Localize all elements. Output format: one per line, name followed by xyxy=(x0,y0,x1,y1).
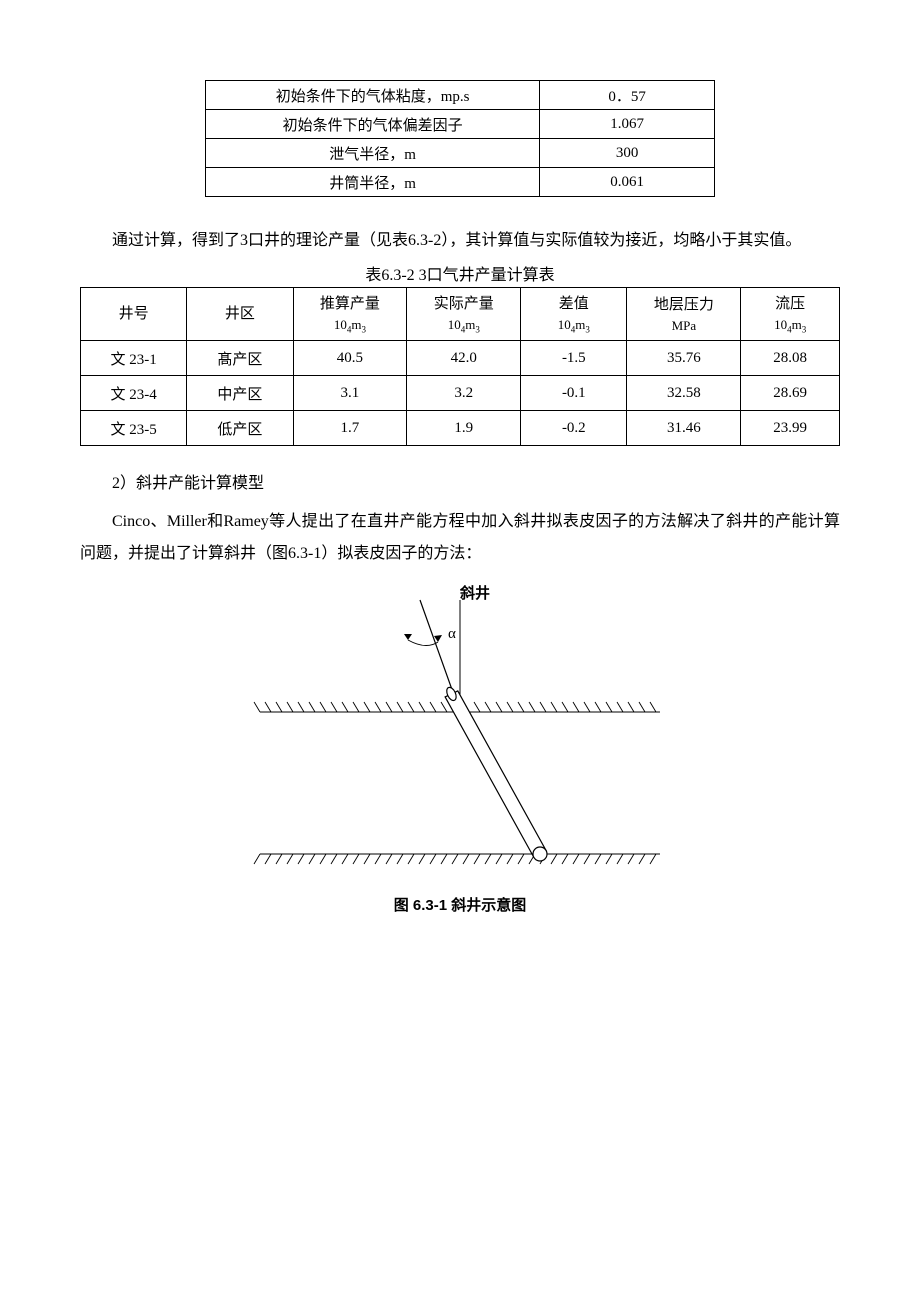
table-row: 文 23-5低产区1.71.9-0.231.4623.99 xyxy=(81,411,840,446)
table-header: 井号 xyxy=(81,288,187,341)
table-header: 地层压力MPa xyxy=(627,288,741,341)
table-row: 文 23-4中产区3.13.2-0.132.5828.69 xyxy=(81,376,840,411)
table-cell: 文 23-4 xyxy=(81,376,187,411)
table-cell: 31.46 xyxy=(627,411,741,446)
table-cell: 35.76 xyxy=(627,341,741,376)
table-632-caption: 表6.3-2 3口气井产量计算表 xyxy=(80,261,840,285)
parameters-table: 初始条件下的气体粘度，mp.s0．57初始条件下的气体偏差因子1.067泄气半径… xyxy=(205,80,715,197)
param-value: 0.061 xyxy=(540,168,715,197)
deviated-well-diagram: 斜井 α xyxy=(200,582,720,892)
table-header: 流压104m3 xyxy=(741,288,840,341)
table-cell: 低产区 xyxy=(187,411,293,446)
param-label: 初始条件下的气体偏差因子 xyxy=(206,110,540,139)
param-row: 初始条件下的气体偏差因子1.067 xyxy=(206,110,715,139)
table-row: 文 23-1髙产区40.542.0-1.535.7628.08 xyxy=(81,341,840,376)
param-value: 0．57 xyxy=(540,81,715,110)
figure-title-label: 斜井 xyxy=(459,584,490,602)
table-header: 推算产量104m3 xyxy=(293,288,407,341)
param-label: 井筒半径，m xyxy=(206,168,540,197)
param-row: 泄气半径，m300 xyxy=(206,139,715,168)
table-cell: 40.5 xyxy=(293,341,407,376)
alpha-label: α xyxy=(448,626,456,642)
table-cell: -0.1 xyxy=(521,376,627,411)
param-row: 初始条件下的气体粘度，mp.s0．57 xyxy=(206,81,715,110)
table-cell: 文 23-5 xyxy=(81,411,187,446)
table-cell: 32.58 xyxy=(627,376,741,411)
table-cell: 髙产区 xyxy=(187,341,293,376)
figure-631-caption: 图 6.3-1 斜井示意图 xyxy=(80,894,840,915)
table-header: 井区 xyxy=(187,288,293,341)
table-cell: 23.99 xyxy=(741,411,840,446)
table-cell: 1.7 xyxy=(293,411,407,446)
table-cell: 1.9 xyxy=(407,411,521,446)
param-row: 井筒半径，m0.061 xyxy=(206,168,715,197)
paragraph-calc-summary: 通过计算，得到了3口井的理论产量（见表6.3-2），其计算值与实际值较为接近，均… xyxy=(80,225,840,257)
table-cell: 42.0 xyxy=(407,341,521,376)
param-label: 泄气半径，m xyxy=(206,139,540,168)
table-cell: 文 23-1 xyxy=(81,341,187,376)
table-cell: 3.1 xyxy=(293,376,407,411)
table-cell: 3.2 xyxy=(407,376,521,411)
table-cell: -1.5 xyxy=(521,341,627,376)
param-value: 1.067 xyxy=(540,110,715,139)
param-value: 300 xyxy=(540,139,715,168)
table-cell: 28.08 xyxy=(741,341,840,376)
param-label: 初始条件下的气体粘度，mp.s xyxy=(206,81,540,110)
paragraph-deviated-well: Cinco、Miller和Ramey等人提出了在直井产能方程中加入斜井拟表皮因子… xyxy=(80,506,840,570)
table-632: 井号井区推算产量104m3实际产量104m3差值104m3地层压力MPa流压10… xyxy=(80,287,840,446)
figure-631: 斜井 α 图 6.3-1 斜井示意图 xyxy=(80,582,840,915)
section-2-heading: 2）斜井产能计算模型 xyxy=(80,468,840,500)
table-cell: 28.69 xyxy=(741,376,840,411)
table-cell: -0.2 xyxy=(521,411,627,446)
table-cell: 中产区 xyxy=(187,376,293,411)
table-header: 差值104m3 xyxy=(521,288,627,341)
table-header: 实际产量104m3 xyxy=(407,288,521,341)
